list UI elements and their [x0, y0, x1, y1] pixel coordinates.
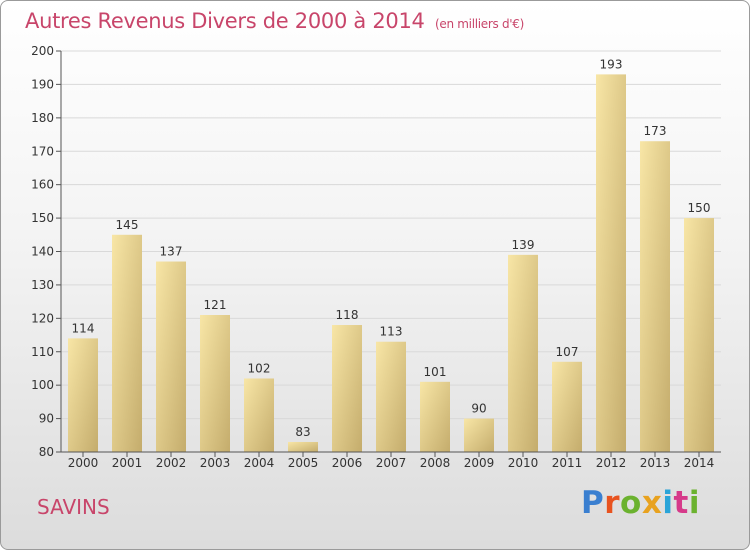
- x-tick-label-2004: 2004: [244, 456, 275, 470]
- x-tick-label-2009: 2009: [464, 456, 495, 470]
- bar-2000: [68, 338, 98, 452]
- bar-2014: [684, 218, 714, 452]
- bar-2001: [112, 234, 142, 452]
- y-tick-label: 180: [31, 111, 54, 125]
- logo-letter: x: [641, 485, 663, 521]
- data-label-2009: 90: [471, 402, 486, 416]
- data-label-2004: 102: [248, 361, 271, 375]
- logo-letter: i: [688, 485, 700, 521]
- data-label-2005: 83: [295, 425, 310, 439]
- bar-2007: [376, 341, 406, 452]
- bar-2006: [332, 325, 362, 452]
- data-label-2008: 101: [424, 365, 447, 379]
- logo-letter: i: [662, 485, 674, 521]
- title-unit: (en milliers d'€): [435, 17, 525, 31]
- bar-2012: [596, 74, 626, 453]
- y-tick-label: 90: [39, 412, 54, 426]
- y-tick-label: 130: [31, 278, 54, 292]
- y-tick-label: 160: [31, 178, 54, 192]
- x-tick-label-2008: 2008: [420, 456, 451, 470]
- y-tick-label: 140: [31, 245, 54, 259]
- data-label-2006: 118: [336, 308, 359, 322]
- x-tick-label-2012: 2012: [596, 456, 627, 470]
- proxiti-logo: Proxiti: [581, 485, 700, 521]
- x-tick-label-2005: 2005: [288, 456, 319, 470]
- bar-2009: [464, 418, 494, 452]
- x-tick-label-2003: 2003: [200, 456, 231, 470]
- logo-letter: P: [581, 485, 605, 521]
- x-tick-label-2002: 2002: [156, 456, 187, 470]
- logo-letter: t: [673, 485, 689, 521]
- bars: [68, 74, 714, 453]
- x-tick-label-2011: 2011: [552, 456, 583, 470]
- bar-2008: [420, 381, 450, 452]
- axes: 80 90 100 110 120 130 140 150 160 170 180 190 200 200…: [31, 44, 721, 470]
- data-label-2001: 145: [116, 218, 139, 232]
- data-label-2010: 139: [512, 238, 535, 252]
- y-tick-label: 120: [31, 311, 54, 325]
- data-label-2014: 150: [688, 201, 711, 215]
- x-tick-label-2001: 2001: [112, 456, 143, 470]
- data-label-2003: 121: [204, 298, 227, 312]
- y-tick-label: 150: [31, 211, 54, 225]
- x-tick-label-2010: 2010: [508, 456, 539, 470]
- y-tick-label: 110: [31, 345, 54, 359]
- title-text: Autres Revenus Divers de 2000 à 2014: [25, 9, 425, 33]
- y-tick-label: 100: [31, 378, 54, 392]
- x-tick-label-2007: 2007: [376, 456, 407, 470]
- bar-2003: [200, 314, 230, 452]
- bar-2013: [640, 141, 670, 452]
- data-label-2011: 107: [556, 345, 579, 359]
- bar-2004: [244, 378, 274, 452]
- bar-2010: [508, 254, 538, 452]
- chart-title: Autres Revenus Divers de 2000 à 2014 (en…: [25, 9, 524, 33]
- data-label-2002: 137: [160, 245, 183, 259]
- data-label-2000: 114: [72, 321, 95, 335]
- data-label-2012: 193: [600, 57, 623, 71]
- data-labels: 114 145 137 121 102 83 118 113 101 90 139 107 193 173…: [72, 57, 711, 439]
- y-tick-label: 200: [31, 44, 54, 58]
- y-tick-label: 80: [39, 445, 54, 459]
- bar-2011: [552, 361, 582, 452]
- data-label-2013: 173: [644, 124, 667, 138]
- commune-name: SAVINS: [37, 495, 110, 519]
- bar-2002: [156, 261, 186, 452]
- y-tick-label: 170: [31, 144, 54, 158]
- y-tick-label: 190: [31, 77, 54, 91]
- data-label-2007: 113: [380, 325, 403, 339]
- logo-letter: r: [604, 485, 621, 521]
- x-tick-label-2013: 2013: [640, 456, 671, 470]
- x-tick-label-2000: 2000: [68, 456, 99, 470]
- bar-2005: [288, 441, 318, 452]
- logo-letter: o: [620, 485, 642, 521]
- x-tick-label-2006: 2006: [332, 456, 363, 470]
- x-tick-label-2014: 2014: [684, 456, 715, 470]
